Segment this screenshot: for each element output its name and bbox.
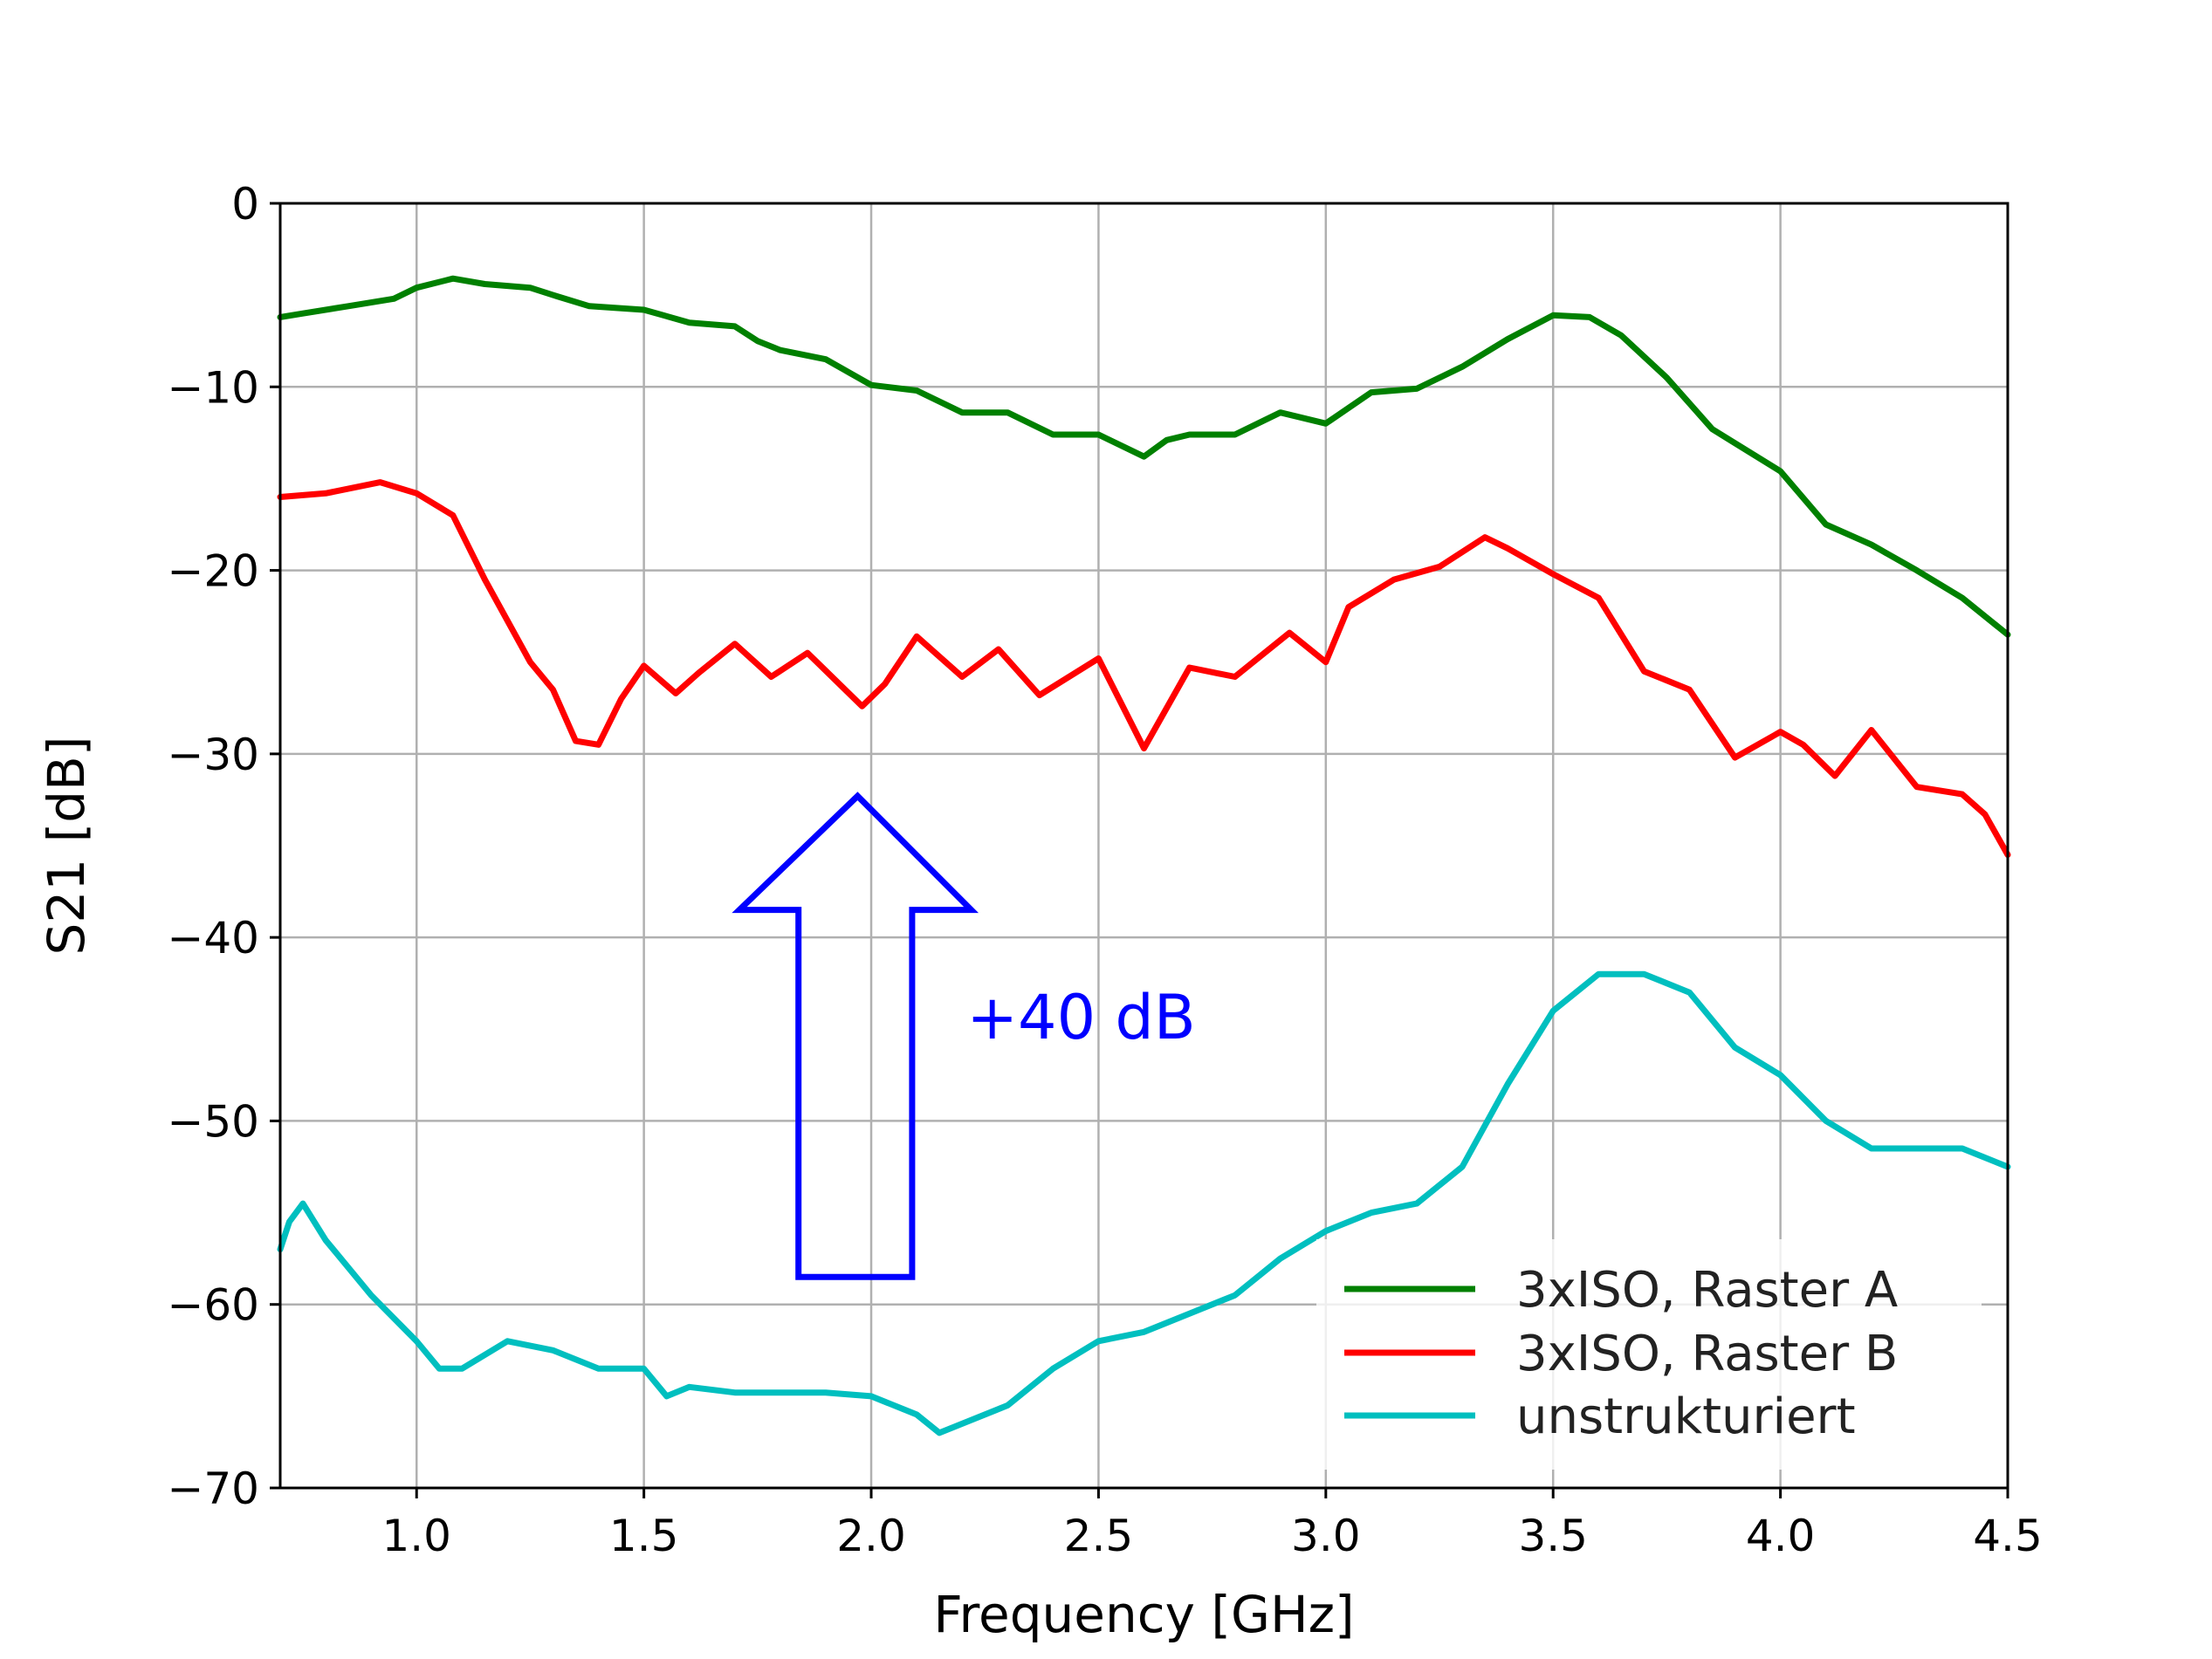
legend-label-unstrukturiert: unstrukturiert	[1516, 1388, 1856, 1445]
gain-annotation: +40 dB	[732, 792, 1196, 1280]
x-tick-label: 4.0	[1746, 1511, 1816, 1561]
legend-label-raster-b: 3xISO, Raster B	[1516, 1326, 1898, 1382]
x-axis-label: Frequency [GHz]	[933, 1585, 1354, 1644]
x-tick-label: 1.0	[381, 1511, 451, 1561]
legend: 3xISO, Raster A 3xISO, Raster B unstrukt…	[1316, 1239, 1982, 1470]
y-tick-label: −70	[167, 1464, 259, 1514]
x-tick-label: 2.0	[836, 1511, 906, 1561]
series-line-3xiso-raster-b	[277, 479, 2011, 858]
y-tick-label: −30	[167, 730, 259, 780]
y-tick-label: −60	[167, 1280, 259, 1331]
x-tick-label: 2.5	[1064, 1511, 1134, 1561]
y-tick-label: −20	[167, 546, 259, 597]
x-tick-label: 3.5	[1518, 1511, 1588, 1561]
series-line-unstrukturiert	[277, 970, 2011, 1436]
y-axis-label: S21 [dB]	[37, 737, 96, 956]
series-line-3xiso-raster-a	[277, 275, 2011, 638]
data-series	[277, 275, 2011, 1436]
y-tick-label: −50	[167, 1096, 259, 1147]
gain-annotation-label: +40 dB	[966, 982, 1195, 1053]
up-arrow-icon	[732, 792, 979, 1280]
x-tick-label: 3.0	[1291, 1511, 1361, 1561]
y-tick-label: 0	[231, 179, 259, 230]
x-tick-label: 4.5	[1973, 1511, 2043, 1561]
axis-ticks: 1.0 1.5 2.0 2.5 3.0 3.5 4.0 4.5 0 −10 −20 −30 −40 −50…	[167, 179, 2042, 1561]
x-tick-label: 1.5	[609, 1511, 679, 1561]
legend-label-raster-a: 3xISO, Raster A	[1516, 1262, 1898, 1319]
y-tick-label: −40	[167, 913, 259, 963]
y-tick-label: −10	[167, 362, 259, 413]
plot-frame	[278, 202, 2009, 1490]
